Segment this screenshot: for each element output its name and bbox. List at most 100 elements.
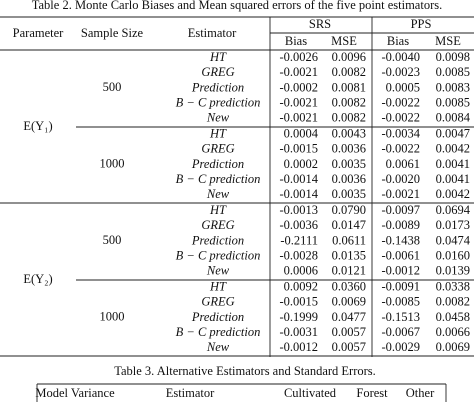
- estimator: New: [206, 187, 230, 201]
- estimator: GREG: [201, 65, 234, 79]
- sub-header: MSE: [435, 34, 461, 48]
- cell-value: 0.0082: [436, 295, 470, 309]
- cell-value: -0.0021: [279, 95, 318, 109]
- cell-value: 0.0135: [332, 248, 366, 262]
- estimator: GREG: [201, 218, 234, 232]
- cell-value: 0.0066: [436, 325, 470, 339]
- cell-value: 0.0036: [332, 142, 366, 156]
- sample-size: 500: [103, 80, 122, 94]
- column-header: Estimator: [188, 26, 237, 40]
- cell-value: 0.0085: [436, 95, 470, 109]
- cell-value: -0.0020: [381, 172, 420, 186]
- cell-value: 0.0006: [284, 264, 318, 278]
- cell-value: 0.0121: [332, 264, 366, 278]
- cell-value: 0.0035: [332, 157, 366, 171]
- cell-value: 0.0096: [332, 50, 366, 64]
- estimator: New: [206, 340, 230, 354]
- cell-value: 0.0160: [436, 248, 470, 262]
- cell-value: -0.0034: [381, 126, 420, 140]
- cell-value: -0.0031: [279, 325, 318, 339]
- column-header: Model Variance: [35, 386, 115, 400]
- column-header: Estimator: [166, 386, 215, 400]
- cell-value: 0.0057: [332, 340, 366, 354]
- cell-value: -0.0061: [381, 248, 420, 262]
- sample-size: 1000: [100, 156, 125, 170]
- cell-value: 0.0458: [436, 310, 470, 324]
- cell-value: -0.1513: [381, 310, 420, 324]
- sub-header: MSE: [331, 34, 357, 48]
- cell-value: 0.0035: [332, 187, 366, 201]
- cell-value: 0.0082: [332, 95, 366, 109]
- cell-value: -0.0036: [279, 218, 318, 232]
- cell-value: -0.0097: [381, 203, 420, 217]
- cell-value: -0.0012: [381, 264, 420, 278]
- cell-value: 0.0041: [436, 172, 470, 186]
- estimator: Prediction: [191, 80, 244, 94]
- cell-value: 0.0474: [436, 233, 471, 247]
- cell-value: 0.0043: [332, 126, 366, 140]
- cell-value: -0.0013: [279, 203, 318, 217]
- cell-value: -0.0002: [279, 80, 318, 94]
- cell-value: 0.0082: [332, 65, 366, 79]
- cell-value: -0.0021: [279, 111, 318, 125]
- cell-value: 0.0069: [436, 340, 470, 354]
- cell-value: -0.1438: [381, 233, 420, 247]
- cell-value: 0.0139: [436, 264, 470, 278]
- cell-value: 0.0338: [436, 279, 470, 293]
- column-header: Other: [406, 386, 435, 400]
- cell-value: -0.0023: [381, 65, 420, 79]
- estimator: New: [206, 264, 230, 278]
- cell-value: -0.0022: [381, 111, 420, 125]
- cell-value: -0.0021: [381, 187, 420, 201]
- cell-value: 0.0041: [436, 157, 470, 171]
- cell-value: -0.0014: [279, 172, 318, 186]
- sub-header: Bias: [387, 34, 409, 48]
- column-header: SRS: [309, 17, 331, 31]
- cell-value: 0.0085: [436, 65, 470, 79]
- cell-value: 0.0061: [386, 157, 420, 171]
- cell-value: 0.0069: [332, 295, 366, 309]
- cell-value: -0.0085: [381, 295, 420, 309]
- cell-value: 0.0790: [332, 203, 366, 217]
- table-caption: Table 2. Monte Carlo Biases and Mean squ…: [32, 0, 442, 12]
- estimator: HT: [209, 50, 227, 64]
- cell-value: 0.0084: [436, 111, 471, 125]
- cell-value: 0.0004: [284, 126, 319, 140]
- cell-value: -0.0029: [381, 340, 420, 354]
- column-header: Parameter: [13, 26, 65, 40]
- column-header: Forest: [356, 386, 388, 400]
- cell-value: -0.0015: [279, 142, 318, 156]
- sample-size: 500: [103, 233, 122, 247]
- estimator: B − C prediction: [176, 248, 261, 262]
- cell-value: -0.0067: [381, 325, 420, 339]
- cell-value: 0.0147: [332, 218, 366, 232]
- cell-value: -0.0026: [279, 50, 318, 64]
- table-caption: Table 3. Alternative Estimators and Stan…: [114, 364, 376, 378]
- estimator: HT: [209, 203, 227, 217]
- cell-value: -0.1999: [279, 310, 318, 324]
- cell-value: -0.0012: [279, 340, 318, 354]
- estimator: B − C prediction: [176, 325, 261, 339]
- cell-value: 0.0036: [332, 172, 366, 186]
- cell-value: -0.0015: [279, 295, 318, 309]
- cell-value: 0.0611: [332, 233, 366, 247]
- cell-value: -0.0021: [279, 65, 318, 79]
- estimator: Prediction: [191, 157, 244, 171]
- cell-value: 0.0360: [332, 279, 366, 293]
- sub-header: Bias: [285, 34, 307, 48]
- cell-value: 0.0092: [284, 279, 318, 293]
- estimator: GREG: [201, 142, 234, 156]
- sample-size: 1000: [100, 309, 125, 323]
- cell-value: -0.0014: [279, 187, 318, 201]
- cell-value: 0.0173: [436, 218, 470, 232]
- cell-value: -0.0089: [381, 218, 420, 232]
- cell-value: -0.0022: [381, 142, 420, 156]
- estimator: B − C prediction: [176, 95, 261, 109]
- cell-value: 0.0694: [436, 203, 471, 217]
- cell-value: 0.0098: [436, 50, 470, 64]
- cell-value: -0.0022: [381, 95, 420, 109]
- cell-value: -0.0091: [381, 279, 420, 293]
- cell-value: -0.0040: [381, 50, 420, 64]
